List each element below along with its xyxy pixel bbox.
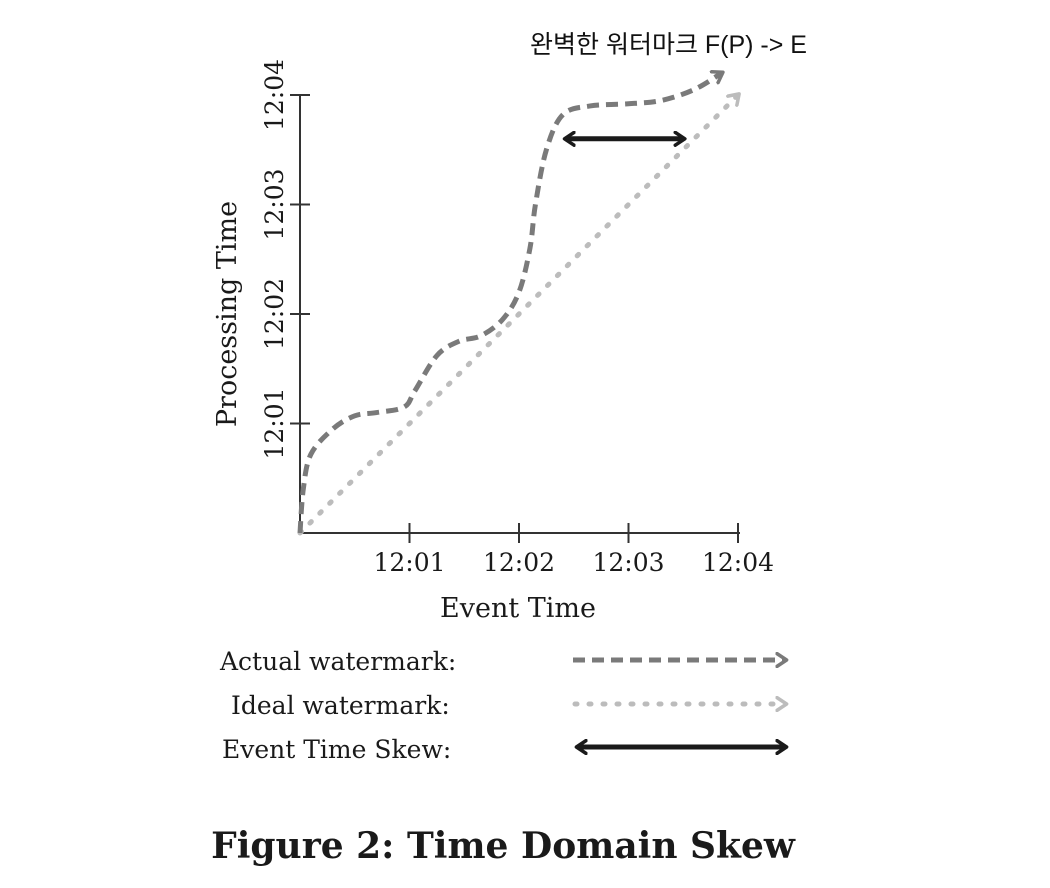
x-tick-label: 12:01 [373,548,445,577]
y-tick-label: 12:01 [260,387,289,459]
x-axis-ticks: 12:01 12:02 12:03 12:04 [373,523,774,577]
x-axis-title: Event Time [440,593,596,624]
perfect-watermark-annotation: 완벽한 워터마크 F(P) -> E [530,31,807,59]
legend-label-ideal: Ideal watermark: [231,691,450,720]
legend: Actual watermark: Ideal watermark: Event… [219,647,785,764]
x-tick-label: 12:03 [592,548,664,577]
actual-watermark-line [297,73,722,534]
x-tick-label: 12:02 [483,548,555,577]
y-tick-label: 12:04 [260,59,289,131]
legend-label-skew: Event Time Skew: [222,735,451,764]
y-axis-ticks: 12:01 12:02 12:03 12:04 [260,59,310,460]
figure-caption: Figure 2: Time Domain Skew [211,825,796,867]
y-tick-label: 12:03 [260,168,289,240]
y-axis-title: Processing Time [212,201,243,427]
y-tick-label: 12:02 [260,278,289,350]
x-tick-label: 12:04 [702,548,774,577]
ideal-watermark-line [297,95,738,536]
legend-label-actual: Actual watermark: [219,647,456,676]
